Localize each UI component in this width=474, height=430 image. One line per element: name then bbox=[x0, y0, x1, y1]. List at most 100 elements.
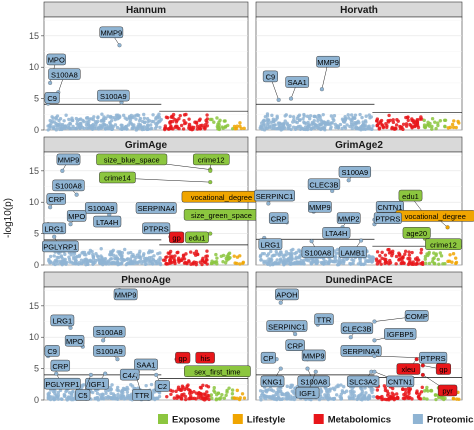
point-label: CLEC3B bbox=[309, 180, 338, 189]
data-point bbox=[415, 261, 419, 265]
data-point bbox=[113, 116, 117, 120]
significant-point bbox=[101, 338, 106, 343]
data-point bbox=[87, 119, 91, 124]
data-point bbox=[63, 125, 67, 130]
data-point bbox=[174, 389, 178, 394]
significant-point bbox=[266, 201, 271, 206]
data-point bbox=[333, 260, 337, 264]
data-point bbox=[446, 259, 450, 264]
data-point bbox=[433, 262, 437, 266]
data-point bbox=[175, 396, 179, 400]
data-point bbox=[51, 262, 56, 266]
data-point bbox=[316, 119, 320, 123]
data-point bbox=[272, 119, 276, 123]
data-point bbox=[126, 387, 130, 391]
data-point bbox=[109, 250, 113, 254]
point-label-box bbox=[340, 345, 382, 357]
data-point bbox=[375, 395, 379, 399]
point-label: TTR bbox=[135, 391, 150, 400]
data-point bbox=[187, 126, 191, 130]
data-point bbox=[222, 396, 227, 400]
data-point bbox=[240, 392, 245, 396]
data-point bbox=[95, 391, 100, 396]
point-label-box bbox=[338, 166, 372, 178]
y-tick-label: 10 bbox=[29, 62, 39, 72]
point-label-box bbox=[260, 351, 276, 364]
point-label: SLC3A2 bbox=[349, 378, 377, 387]
data-point bbox=[298, 118, 302, 122]
point-label: MMP9 bbox=[115, 291, 137, 300]
data-point bbox=[381, 125, 386, 129]
significant-point bbox=[414, 357, 419, 362]
legend-label: Metabolomics bbox=[328, 415, 391, 426]
data-point bbox=[361, 397, 365, 401]
data-point bbox=[385, 397, 389, 402]
data-point bbox=[198, 385, 203, 390]
data-point bbox=[139, 258, 143, 263]
data-point bbox=[275, 258, 279, 262]
data-point bbox=[47, 391, 51, 395]
data-point bbox=[138, 116, 143, 121]
data-point bbox=[188, 389, 192, 393]
data-point bbox=[149, 382, 154, 387]
data-point bbox=[115, 396, 119, 400]
data-point bbox=[284, 250, 289, 254]
data-point bbox=[143, 120, 147, 124]
data-point bbox=[136, 261, 140, 265]
data-point bbox=[319, 389, 324, 393]
data-point bbox=[100, 112, 104, 116]
point-label: SERPINA4 bbox=[138, 204, 175, 213]
data-point bbox=[309, 397, 313, 402]
significant-point bbox=[115, 357, 120, 362]
data-point bbox=[399, 125, 403, 129]
data-point bbox=[346, 113, 350, 117]
data-point bbox=[267, 124, 271, 129]
data-point bbox=[264, 396, 268, 401]
data-point bbox=[403, 249, 408, 253]
data-point bbox=[269, 249, 273, 254]
data-point bbox=[56, 262, 60, 266]
data-point bbox=[302, 258, 306, 263]
data-point bbox=[137, 122, 141, 126]
data-point bbox=[54, 121, 58, 126]
data-point bbox=[403, 391, 408, 395]
significant-point bbox=[68, 325, 73, 330]
point-label-box bbox=[75, 389, 91, 401]
data-point bbox=[404, 122, 409, 126]
point-label: crime12 bbox=[430, 240, 457, 249]
data-point bbox=[336, 247, 340, 252]
point-label: MMP2 bbox=[338, 214, 360, 223]
data-point bbox=[394, 254, 399, 259]
data-point bbox=[116, 262, 120, 267]
data-point bbox=[287, 126, 291, 131]
point-label: PTPRS bbox=[375, 214, 400, 223]
data-point bbox=[91, 261, 96, 265]
point-label: LAMB1 bbox=[341, 248, 366, 257]
data-point bbox=[74, 126, 78, 131]
data-point bbox=[78, 123, 83, 127]
data-point bbox=[407, 253, 412, 257]
data-point bbox=[184, 112, 188, 117]
data-point bbox=[158, 125, 162, 130]
point-label: CLEC3B bbox=[342, 325, 371, 334]
point-label-box bbox=[308, 201, 332, 213]
data-point bbox=[70, 390, 75, 394]
data-point bbox=[388, 261, 393, 265]
data-point bbox=[368, 116, 372, 120]
data-point bbox=[114, 254, 118, 258]
point-label: CRP bbox=[287, 341, 303, 350]
data-point bbox=[396, 119, 400, 123]
data-point bbox=[307, 257, 311, 261]
data-point bbox=[410, 250, 414, 255]
significant-point bbox=[52, 234, 57, 239]
data-point bbox=[92, 126, 97, 131]
data-point bbox=[221, 253, 226, 258]
data-point bbox=[413, 124, 417, 129]
data-point bbox=[72, 252, 77, 256]
data-point bbox=[91, 257, 96, 261]
data-point bbox=[239, 126, 243, 131]
data-point bbox=[394, 123, 399, 127]
data-point bbox=[425, 385, 429, 390]
data-point bbox=[321, 112, 325, 117]
data-point bbox=[342, 125, 347, 129]
